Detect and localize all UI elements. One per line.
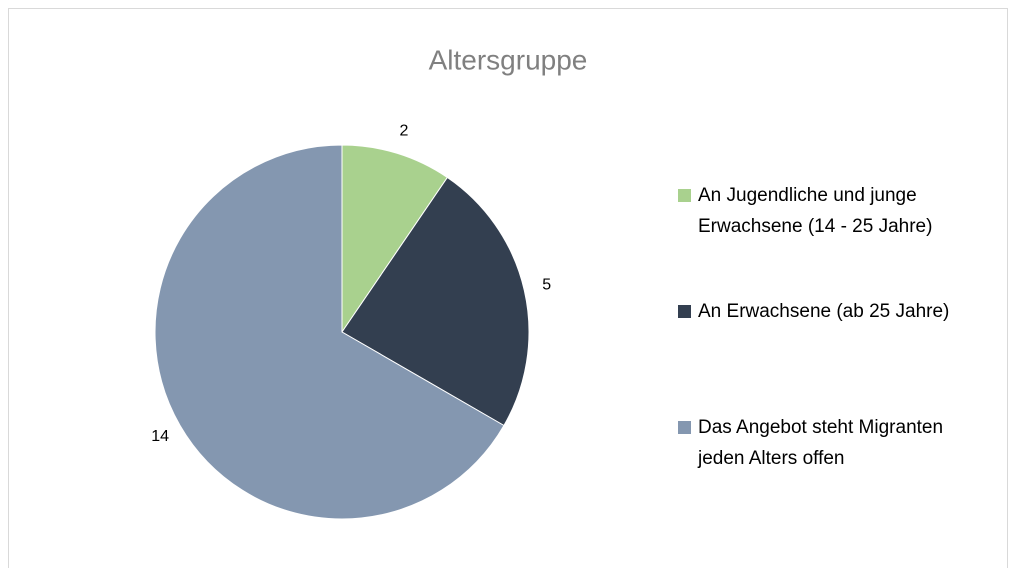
pie-slice: [154, 144, 505, 520]
chart-title: Altersgruppe: [429, 44, 588, 75]
data-label: 2: [399, 123, 408, 140]
legend-swatch: [678, 189, 691, 202]
chart-border: [8, 8, 1008, 568]
legend-item: An Erwachsene (ab 25 Jahre): [678, 296, 998, 327]
data-label: 5: [542, 276, 551, 293]
legend-label: An Jugendliche und junge Erwachsene (14 …: [698, 185, 933, 237]
legend-label: Das Angebot steht Migranten jeden Alters…: [698, 417, 944, 469]
legend-item: An Jugendliche und junge Erwachsene (14 …: [678, 180, 998, 242]
legend-swatch: [678, 421, 691, 434]
legend-item: Das Angebot steht Migranten jeden Alters…: [678, 412, 998, 474]
pie-slice: [341, 144, 449, 334]
legend-label: An Erwachsene (ab 25 Jahre): [698, 301, 950, 322]
legend-swatch: [678, 305, 691, 318]
data-label: 14: [151, 428, 169, 445]
pie-slice: [341, 176, 530, 427]
